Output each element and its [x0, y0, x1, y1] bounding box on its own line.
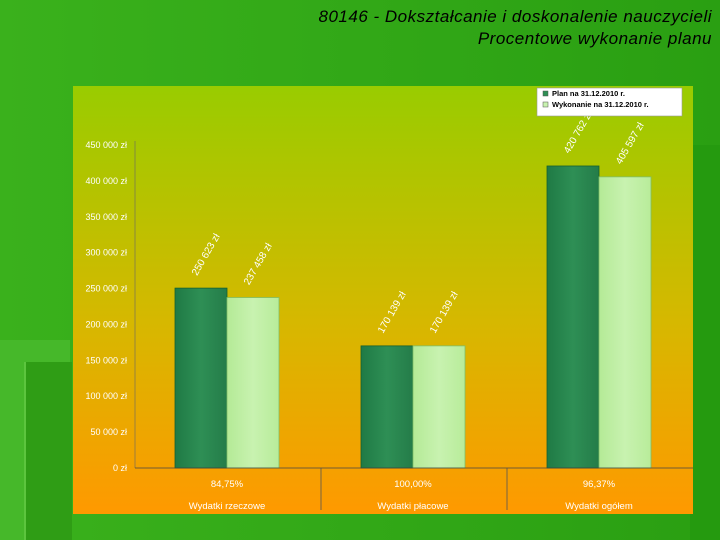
y-tick-label: 50 000 zł [90, 427, 127, 437]
title-line-1: 80146 - Dokształcanie i doskonalenie nau… [318, 7, 712, 26]
y-tick-label: 350 000 zł [85, 212, 127, 222]
bar-plan [174, 287, 228, 469]
percentage-label: 100,00% [394, 479, 432, 490]
category-label: Wydatki płacowe [377, 501, 448, 512]
decor-block-left-inner [24, 362, 72, 540]
y-tick-label: 300 000 zł [85, 248, 127, 258]
bar-wykonanie [226, 297, 280, 469]
y-tick-label: 200 000 zł [85, 319, 127, 329]
title-line-2: Procentowe wykonanie planu [477, 29, 712, 48]
bar-wykonanie [412, 345, 466, 469]
bar-plan [546, 165, 600, 469]
bar-plan [360, 345, 414, 469]
y-tick-label: 150 000 zł [85, 355, 127, 365]
legend-label: Plan na 31.12.2010 r. [552, 89, 625, 98]
legend-box [536, 87, 683, 117]
category-label: Wydatki rzeczowe [189, 501, 265, 512]
bar-wykonanie [598, 176, 652, 469]
decor-block-right [690, 145, 720, 540]
slide-title: 80146 - Dokształcanie i doskonalenie nau… [319, 6, 713, 50]
category-label: Wydatki ogółem [565, 501, 633, 512]
percentage-label: 96,37% [583, 479, 616, 490]
bar-chart: 0 zł 50 000 zł 100 000 zł 150 000 zł 200 000… [73, 86, 693, 514]
legend: Plan na 31.12.2010 r. Wykonanie na 31.12.… [536, 87, 683, 117]
legend-swatch [542, 90, 549, 97]
y-tick-label: 0 zł [113, 463, 127, 473]
y-tick-label: 450 000 zł [85, 140, 127, 150]
y-tick-label: 250 000 zł [85, 284, 127, 294]
y-tick-label: 400 000 zł [85, 176, 127, 186]
y-tick-label: 100 000 zł [85, 391, 127, 401]
legend-swatch [542, 101, 549, 108]
percentage-label: 84,75% [211, 479, 244, 490]
legend-label: Wykonanie na 31.12.2010 r. [552, 100, 649, 109]
